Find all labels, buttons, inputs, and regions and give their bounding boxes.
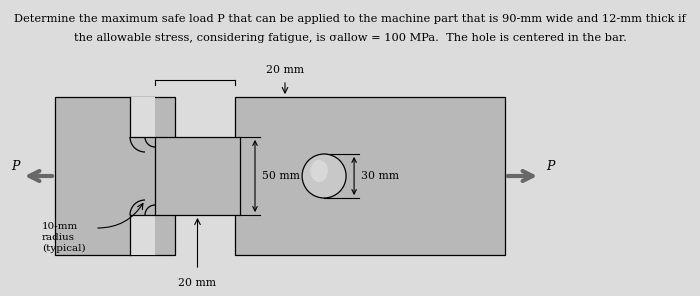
Text: the allowable stress, considering fatigue, is σallow = 100 MPa.  The hole is cen: the allowable stress, considering fatigu… (74, 33, 626, 43)
Ellipse shape (310, 160, 328, 182)
Ellipse shape (302, 154, 346, 198)
Bar (155, 137, 240, 215)
Bar (130, 97, 155, 137)
Bar (130, 117, 155, 137)
Text: 10-mm: 10-mm (42, 222, 78, 231)
Bar (130, 215, 155, 235)
Bar (130, 215, 155, 255)
Text: Determine the maximum safe load P that can be applied to the machine part that i: Determine the maximum safe load P that c… (14, 14, 686, 24)
Text: 50 mm: 50 mm (262, 171, 300, 181)
Bar (55, 97, 175, 255)
Text: radius: radius (42, 233, 75, 242)
Text: (typical): (typical) (42, 244, 85, 253)
Text: 20 mm: 20 mm (178, 278, 216, 288)
Text: P: P (546, 160, 554, 173)
Bar (235, 97, 505, 255)
Text: 30 mm: 30 mm (361, 171, 399, 181)
Text: P: P (10, 160, 19, 173)
Text: 20 mm: 20 mm (266, 65, 304, 75)
